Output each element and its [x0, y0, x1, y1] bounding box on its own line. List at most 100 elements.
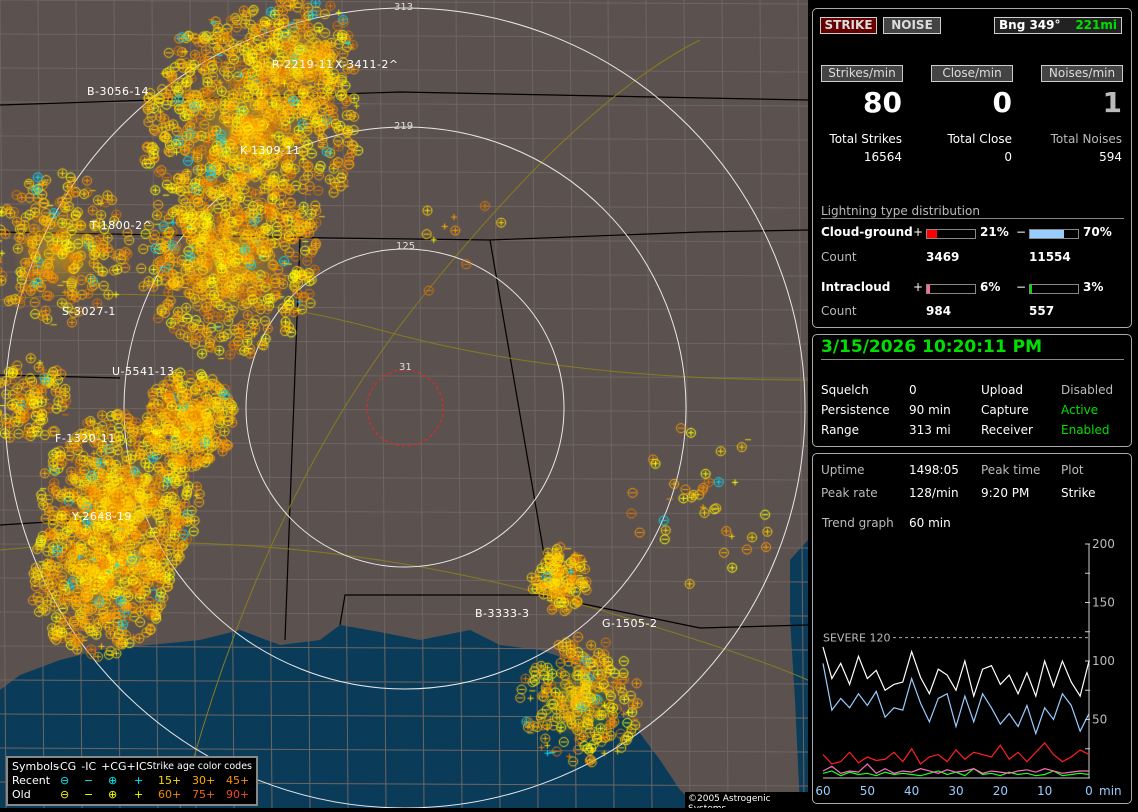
rates-panel: STRIKE NOISE Bng 349° 221mi Strikes/min C…: [812, 8, 1132, 328]
minus-icon: −: [84, 774, 94, 787]
plus-label: +: [913, 280, 924, 294]
y-tick-label: 200: [1092, 537, 1115, 551]
age-code: 90+: [226, 788, 250, 801]
cg-negative-count: 11554: [1029, 250, 1071, 264]
plus-circle-icon: ⊕: [108, 774, 118, 787]
age-code: 45+: [226, 774, 250, 787]
x-tick-label: 30: [948, 784, 963, 798]
status-value: 90 min: [909, 403, 951, 417]
total-noises-label: Total Noises: [1050, 132, 1122, 146]
ic-negative-bar: [1029, 284, 1079, 294]
datetime: 3/15/2026 10:20:11 PM: [821, 337, 1124, 360]
storm-label[interactable]: B-3333-3: [475, 607, 530, 620]
plus-label: +: [913, 225, 924, 239]
storm-label[interactable]: S-3027-1: [62, 305, 116, 318]
stat-cell: Strike: [1061, 486, 1096, 500]
age-code: 15+: [158, 774, 182, 787]
age-code: 60+: [158, 788, 182, 801]
ic-negative-count: 557: [1029, 304, 1055, 318]
trend-series-line: [822, 763, 1089, 775]
legend-header: -IC: [81, 760, 97, 773]
distance-value: 221mi: [1075, 18, 1117, 32]
storm-label[interactable]: K-1309-11: [240, 144, 301, 157]
storm-label[interactable]: B-3056-14: [87, 85, 149, 98]
total-close-label: Total Close: [947, 132, 1012, 146]
status-label: Upload: [981, 383, 1024, 397]
ring-label-31: 31: [399, 362, 412, 373]
distribution-title: Lightning type distribution: [821, 204, 1124, 219]
trend-series-line: [822, 646, 1090, 699]
x-tick-label: 40: [904, 784, 919, 798]
minus-circle-icon: ⊖: [60, 788, 70, 801]
count-label: Count: [821, 304, 857, 318]
ring-label-125: 125: [396, 241, 416, 252]
noises-per-min-value: 1: [1102, 86, 1122, 119]
cg-positive-pct: 21%: [980, 225, 1009, 239]
status-value: 0: [909, 383, 917, 397]
trend-graph-label: Trend graph: [822, 516, 894, 530]
cloud-ground-label: Cloud-ground: [821, 225, 913, 239]
status-panel: 3/15/2026 10:20:11 PM Squelch 0 Upload Disa…: [812, 334, 1132, 447]
plus-icon: +: [134, 774, 144, 787]
legend-header: +CG: [101, 760, 127, 773]
bearing-readout: Bng 349° 221mi: [994, 17, 1122, 34]
stat-cell: Plot: [1061, 463, 1084, 477]
status-label: Squelch: [821, 383, 869, 397]
y-tick-label: 50: [1092, 713, 1107, 727]
copyright: ©2005 Astrogenic Systems: [685, 792, 808, 808]
total-strikes-label: Total Strikes: [829, 132, 902, 146]
status-value: Disabled: [1061, 383, 1114, 397]
ic-positive-pct: 6%: [980, 280, 1001, 294]
legend-header: Symbols: [12, 760, 59, 773]
status-value: Enabled: [1061, 423, 1110, 437]
stat-cell: 9:20 PM: [981, 486, 1030, 500]
storm-label[interactable]: U-5541-13: [112, 365, 175, 378]
strike-map[interactable]: 313 219 125 31 B-3056-14 R-2219-11 X-341…: [0, 0, 808, 808]
ring-label-219: 219: [394, 121, 414, 132]
y-tick-label: 150: [1092, 596, 1115, 610]
age-code: 30+: [192, 774, 216, 787]
x-tick-label: 20: [993, 784, 1008, 798]
storm-label[interactable]: R-2219-11: [272, 58, 334, 71]
bearing-value: Bng 349°: [999, 18, 1061, 32]
storm-label[interactable]: F-1320-11: [55, 432, 116, 445]
cg-positive-bar: [926, 229, 976, 239]
close-per-min-button[interactable]: Close/min: [931, 65, 1013, 82]
noises-per-min-button[interactable]: Noises/min: [1041, 65, 1123, 82]
ring-label-313: 313: [394, 2, 414, 13]
trend-series-line: [822, 741, 1090, 765]
total-close-value: 0: [1004, 150, 1012, 164]
status-label: Receiver: [981, 423, 1033, 437]
stat-cell: Peak time: [981, 463, 1041, 477]
storm-label[interactable]: G-1505-2: [602, 617, 658, 630]
legend-recent-label: Recent: [12, 774, 51, 787]
minus-circle-icon: ⊖: [60, 774, 70, 787]
plus-circle-icon: ⊕: [108, 788, 118, 801]
total-strikes-value: 16564: [863, 150, 902, 164]
status-value: 313 mi: [909, 423, 951, 437]
legend-header: -CG: [56, 760, 77, 773]
ic-negative-pct: 3%: [1083, 280, 1104, 294]
status-label: Persistence: [821, 403, 890, 417]
x-tick-label: 10: [1037, 784, 1052, 798]
minus-label: −: [1016, 280, 1027, 294]
stat-cell: 128/min: [909, 486, 959, 500]
close-per-min-value: 0: [992, 86, 1012, 119]
strikes-per-min-button[interactable]: Strikes/min: [821, 65, 903, 82]
strike-button[interactable]: STRIKE: [820, 17, 877, 34]
storm-label[interactable]: T-1800-2^: [90, 219, 153, 232]
storm-label[interactable]: X-3411-2^: [335, 58, 399, 71]
cg-negative-bar: [1029, 229, 1079, 239]
x-axis-label: min: [1099, 784, 1122, 798]
storm-label[interactable]: Y-2648-19: [72, 510, 132, 523]
noise-button[interactable]: NOISE: [883, 17, 941, 34]
status-label: Capture: [981, 403, 1029, 417]
status-value: Active: [1061, 403, 1099, 417]
minus-icon: −: [84, 788, 94, 801]
total-noises-value: 594: [1099, 150, 1122, 164]
x-tick-label: 60: [815, 784, 830, 798]
ic-positive-count: 984: [926, 304, 952, 318]
stat-cell: Peak rate: [821, 486, 878, 500]
trend-graph-value[interactable]: 60 min: [909, 516, 951, 530]
